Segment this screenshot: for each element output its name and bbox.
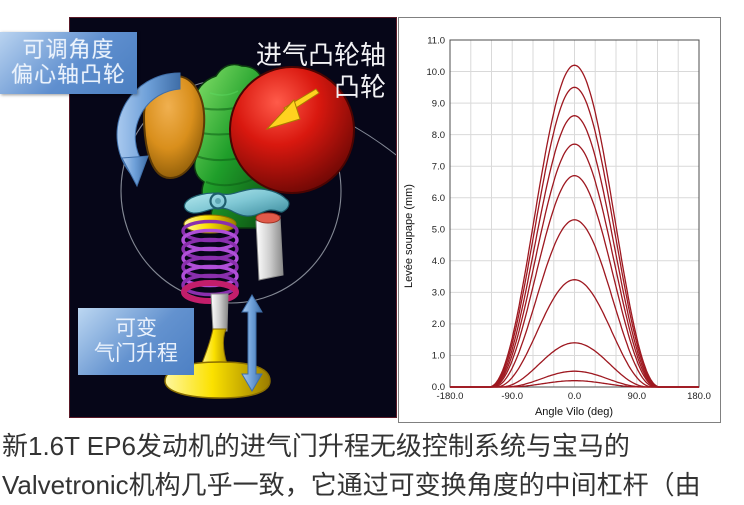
svg-text:-90.0: -90.0 <box>501 391 523 402</box>
svg-text:90.0: 90.0 <box>628 391 647 402</box>
svg-text:Levée soupape (mm): Levée soupape (mm) <box>403 184 415 288</box>
svg-text:6.0: 6.0 <box>432 193 445 204</box>
svg-text:180.0: 180.0 <box>687 391 711 402</box>
svg-text:Angle Vilo (deg): Angle Vilo (deg) <box>535 406 613 418</box>
svg-text:1.0: 1.0 <box>432 351 445 362</box>
svg-text:3.0: 3.0 <box>432 288 445 299</box>
svg-text:0.0: 0.0 <box>568 391 581 402</box>
svg-text:进气凸轮轴: 进气凸轮轴 <box>256 40 386 70</box>
svg-text:10.0: 10.0 <box>427 67 446 78</box>
svg-text:7.0: 7.0 <box>432 162 445 173</box>
svg-text:8.0: 8.0 <box>432 130 445 141</box>
svg-text:11.0: 11.0 <box>427 36 445 47</box>
svg-text:-180.0: -180.0 <box>437 391 464 402</box>
svg-text:凸轮: 凸轮 <box>334 72 386 102</box>
svg-text:4.0: 4.0 <box>432 256 445 267</box>
svg-text:2.0: 2.0 <box>432 319 445 330</box>
svg-text:5.0: 5.0 <box>432 225 445 236</box>
svg-text:9.0: 9.0 <box>432 99 445 110</box>
